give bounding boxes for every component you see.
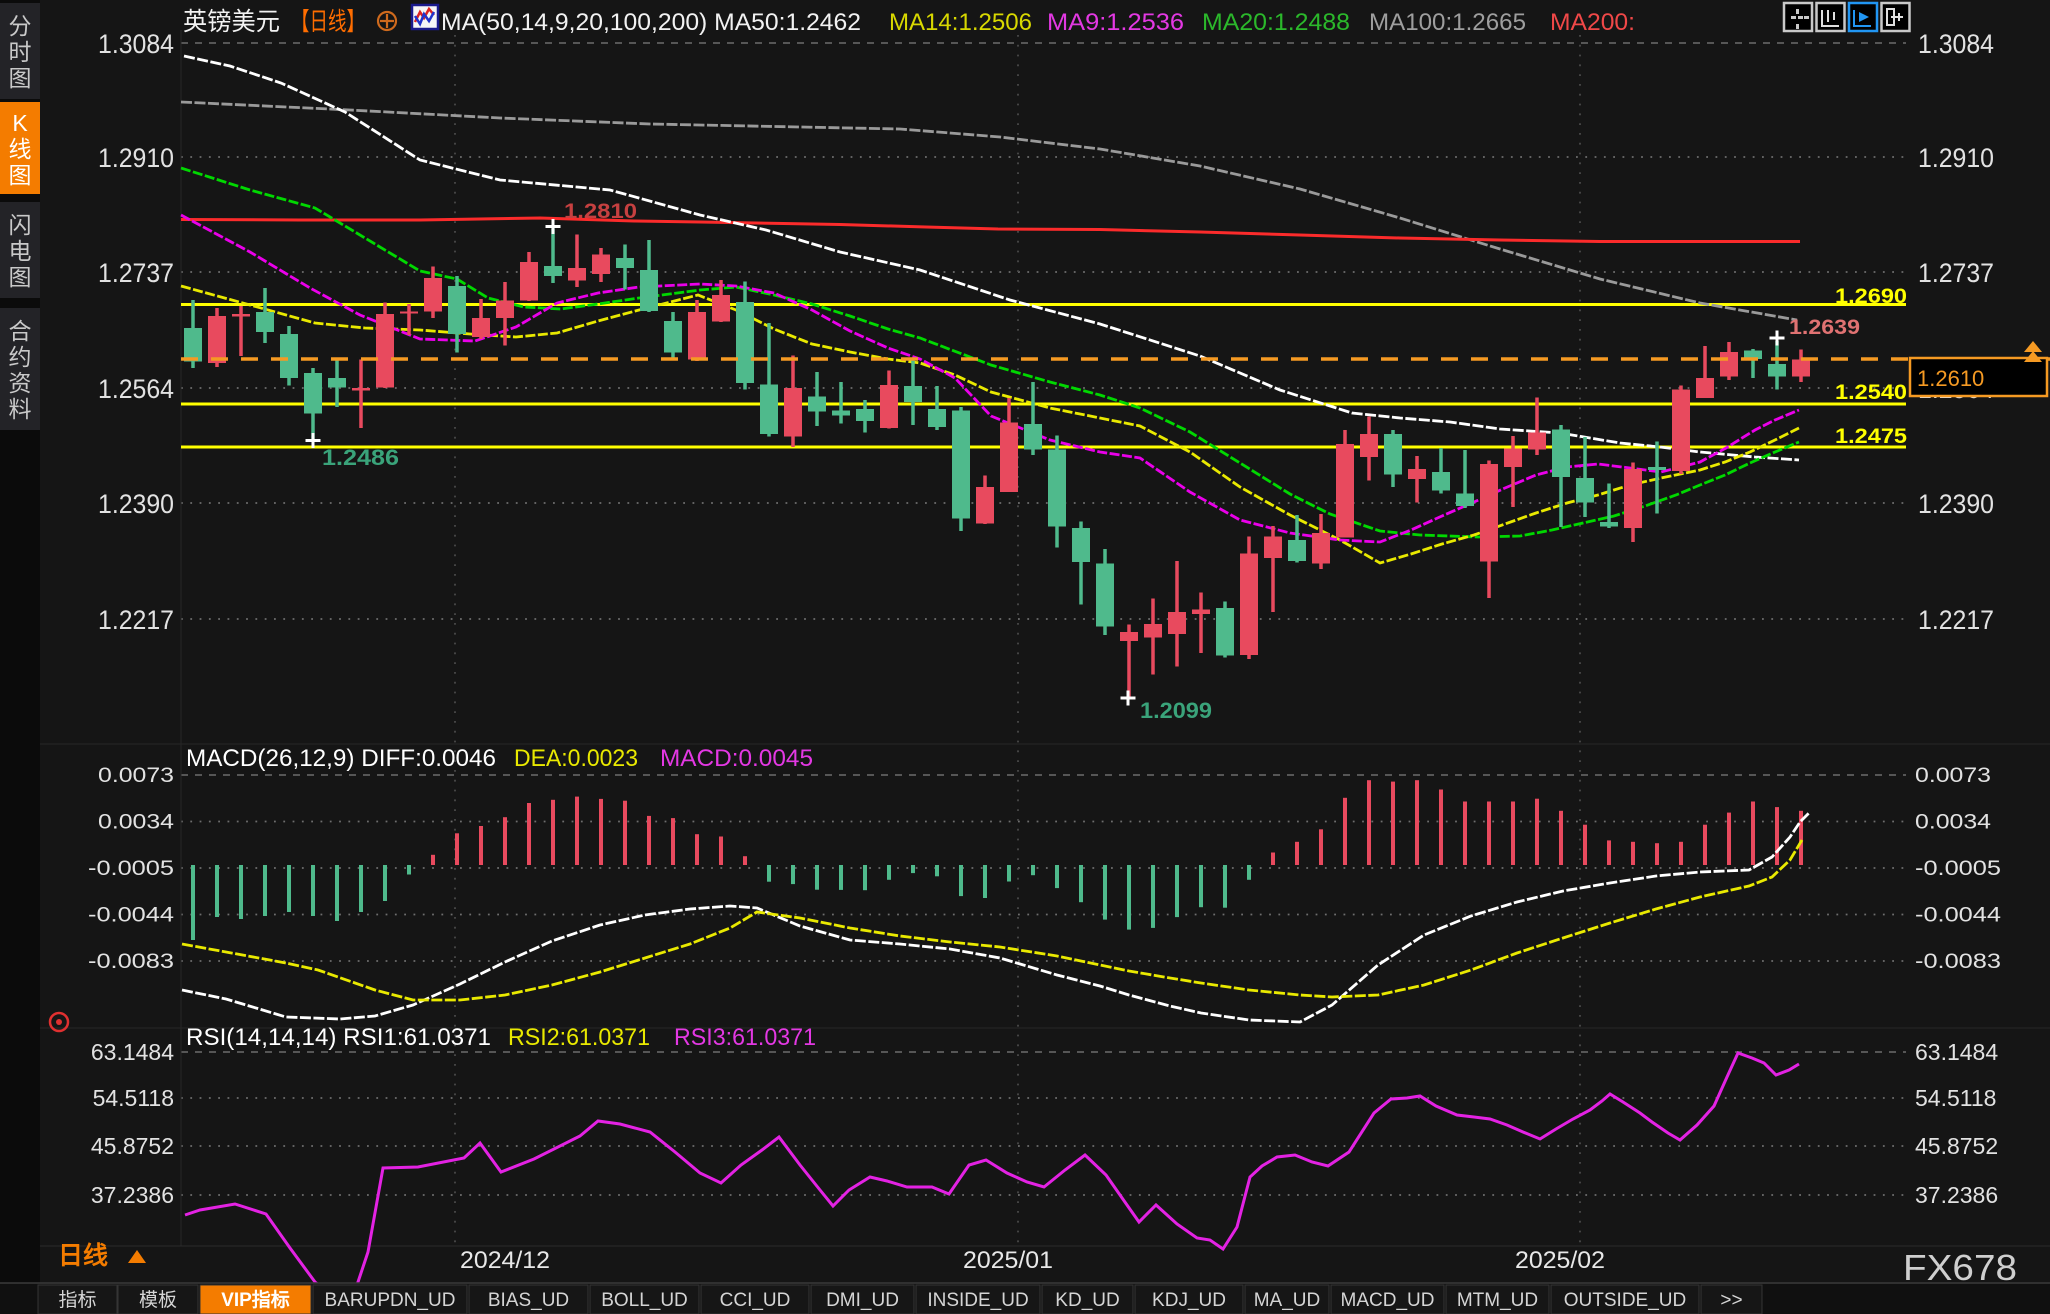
svg-text:1.2540: 1.2540 bbox=[1835, 381, 1907, 404]
svg-text:45.8752: 45.8752 bbox=[91, 1133, 174, 1159]
svg-text:MTM_UD: MTM_UD bbox=[1457, 1290, 1538, 1311]
svg-text:K: K bbox=[12, 110, 28, 136]
svg-text:约: 约 bbox=[9, 344, 32, 370]
svg-text:分: 分 bbox=[9, 13, 32, 39]
svg-text:MA200:: MA200: bbox=[1550, 9, 1635, 36]
svg-text:1.2217: 1.2217 bbox=[1918, 605, 1994, 635]
svg-text:OUTSIDE_UD: OUTSIDE_UD bbox=[1564, 1290, 1686, 1311]
svg-text:料: 料 bbox=[9, 396, 32, 422]
svg-text:指标: 指标 bbox=[58, 1289, 96, 1311]
svg-text:63.1484: 63.1484 bbox=[1915, 1039, 1998, 1065]
svg-text:时: 时 bbox=[9, 39, 32, 65]
svg-text:1.2564: 1.2564 bbox=[98, 374, 174, 404]
svg-text:KD_UD: KD_UD bbox=[1055, 1290, 1119, 1311]
svg-text:MACD(26,12,9) DIFF:0.0046: MACD(26,12,9) DIFF:0.0046 bbox=[186, 745, 496, 772]
svg-text:模板: 模板 bbox=[139, 1289, 177, 1311]
svg-text:-0.0044: -0.0044 bbox=[1915, 904, 2001, 927]
svg-text:CCI_UD: CCI_UD bbox=[720, 1290, 791, 1311]
svg-text:1.2737: 1.2737 bbox=[1918, 258, 1994, 288]
svg-text:1.2690: 1.2690 bbox=[1835, 285, 1907, 308]
svg-text:37.2386: 37.2386 bbox=[91, 1182, 174, 1208]
svg-text:-0.0083: -0.0083 bbox=[1915, 950, 2001, 973]
svg-text:合: 合 bbox=[9, 318, 32, 344]
svg-text:闪: 闪 bbox=[9, 212, 32, 238]
svg-text:MA(50,14,9,20,100,200) MA50:1.: MA(50,14,9,20,100,200) MA50:1.2462 bbox=[441, 9, 861, 36]
svg-text:>>: >> bbox=[1720, 1290, 1742, 1311]
svg-text:MA20:1.2488: MA20:1.2488 bbox=[1202, 9, 1350, 36]
svg-text:MACD:0.0045: MACD:0.0045 bbox=[660, 745, 813, 772]
svg-text:-0.0005: -0.0005 bbox=[88, 857, 174, 880]
svg-text:日线: 日线 bbox=[58, 1241, 108, 1270]
svg-text:-0.0044: -0.0044 bbox=[88, 904, 174, 927]
svg-text:0.0073: 0.0073 bbox=[1915, 764, 1991, 787]
svg-text:54.5118: 54.5118 bbox=[1915, 1085, 1996, 1111]
svg-text:【日线】: 【日线】 bbox=[291, 8, 365, 36]
svg-text:2024/12: 2024/12 bbox=[460, 1247, 550, 1274]
svg-text:KDJ_UD: KDJ_UD bbox=[1152, 1290, 1226, 1311]
svg-text:英镑美元: 英镑美元 bbox=[183, 8, 280, 36]
svg-text:1.2610: 1.2610 bbox=[1917, 366, 1984, 391]
svg-text:1.2639: 1.2639 bbox=[1789, 316, 1860, 339]
svg-text:RSI2:61.0371: RSI2:61.0371 bbox=[508, 1024, 650, 1051]
svg-text:FX678: FX678 bbox=[1903, 1247, 2017, 1288]
svg-text:BOLL_UD: BOLL_UD bbox=[601, 1290, 688, 1311]
svg-text:1.2475: 1.2475 bbox=[1835, 425, 1907, 448]
svg-text:电: 电 bbox=[9, 238, 32, 264]
svg-text:1.2217: 1.2217 bbox=[98, 605, 174, 635]
svg-text:BARUPDN_UD: BARUPDN_UD bbox=[325, 1290, 456, 1311]
svg-text:MA9:1.2536: MA9:1.2536 bbox=[1047, 9, 1184, 36]
svg-text:1.2910: 1.2910 bbox=[1918, 143, 1994, 173]
svg-text:资: 资 bbox=[9, 370, 32, 396]
svg-text:DEA:0.0023: DEA:0.0023 bbox=[514, 745, 638, 772]
svg-text:-0.0005: -0.0005 bbox=[1915, 857, 2001, 880]
svg-text:MA14:1.2506: MA14:1.2506 bbox=[889, 9, 1032, 36]
svg-text:1.2737: 1.2737 bbox=[98, 258, 174, 288]
svg-text:63.1484: 63.1484 bbox=[91, 1039, 174, 1065]
svg-text:RSI3:61.0371: RSI3:61.0371 bbox=[674, 1024, 816, 1051]
svg-text:37.2386: 37.2386 bbox=[1915, 1182, 1998, 1208]
svg-text:1.3084: 1.3084 bbox=[1918, 29, 1994, 59]
svg-text:INSIDE_UD: INSIDE_UD bbox=[927, 1290, 1028, 1311]
svg-text:0.0034: 0.0034 bbox=[98, 811, 174, 834]
svg-text:线: 线 bbox=[9, 136, 32, 162]
svg-text:MA_UD: MA_UD bbox=[1254, 1290, 1321, 1311]
svg-text:1.2390: 1.2390 bbox=[1918, 489, 1994, 519]
svg-text:DMI_UD: DMI_UD bbox=[826, 1290, 899, 1311]
svg-text:45.8752: 45.8752 bbox=[1915, 1133, 1998, 1159]
svg-text:54.5118: 54.5118 bbox=[93, 1085, 174, 1111]
svg-text:MA100:1.2665: MA100:1.2665 bbox=[1369, 9, 1526, 36]
svg-text:1.2099: 1.2099 bbox=[1140, 698, 1212, 723]
svg-text:2025/02: 2025/02 bbox=[1515, 1247, 1605, 1274]
svg-text:0.0034: 0.0034 bbox=[1915, 811, 1991, 834]
svg-text:BIAS_UD: BIAS_UD bbox=[488, 1290, 569, 1311]
svg-text:1.2486: 1.2486 bbox=[322, 445, 399, 470]
svg-text:0.0073: 0.0073 bbox=[98, 764, 174, 787]
svg-text:MACD_UD: MACD_UD bbox=[1341, 1290, 1435, 1311]
svg-text:1.2910: 1.2910 bbox=[98, 143, 174, 173]
svg-text:1.2390: 1.2390 bbox=[98, 489, 174, 519]
svg-text:RSI(14,14,14) RSI1:61.0371: RSI(14,14,14) RSI1:61.0371 bbox=[186, 1024, 491, 1051]
svg-text:2025/01: 2025/01 bbox=[963, 1247, 1053, 1274]
svg-text:1.3084: 1.3084 bbox=[98, 29, 174, 59]
svg-text:VIP指标: VIP指标 bbox=[221, 1289, 290, 1311]
svg-text:-0.0083: -0.0083 bbox=[88, 950, 174, 973]
svg-text:1.2810: 1.2810 bbox=[564, 200, 637, 223]
svg-text:图: 图 bbox=[9, 65, 32, 91]
svg-text:图: 图 bbox=[9, 264, 32, 290]
svg-text:图: 图 bbox=[9, 162, 32, 188]
